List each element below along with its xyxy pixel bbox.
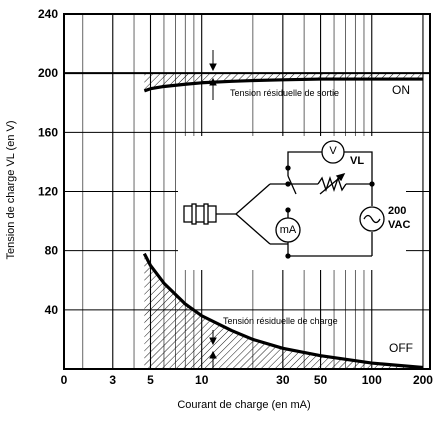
x-tick-label: 50 — [314, 373, 328, 387]
y-tick-label: 200 — [38, 66, 58, 80]
x-tick-label: 100 — [362, 373, 382, 387]
on-state-curve — [143, 77, 423, 93]
x-tick-label: 10 — [195, 373, 209, 387]
source-type-label: VAC — [388, 219, 410, 231]
load-residual-annotation: Tensión résiduelle de charge — [223, 316, 338, 326]
x-tick-label: 3 — [109, 373, 116, 387]
y-tick-label: 80 — [45, 244, 59, 258]
voltmeter-label: V — [329, 145, 337, 157]
off-state-curve — [142, 252, 424, 370]
x-tick-label: 200 — [413, 373, 433, 387]
load-residual-arrow — [209, 330, 217, 368]
source-voltage-label: 200 — [388, 205, 406, 217]
y-tick-label: 240 — [38, 7, 58, 21]
x-tick-label: 5 — [147, 373, 154, 387]
y-tick-label: 160 — [38, 125, 58, 139]
output-residual-annotation: Tension résiduelle de sortie — [230, 88, 339, 98]
origin-tick-label: 0 — [61, 373, 68, 387]
load-residual-region — [144, 253, 423, 369]
x-axis-label: Courant de charge (en mA) — [177, 399, 310, 411]
circuit-diagram — [178, 136, 406, 270]
y-tick-label: 40 — [45, 303, 59, 317]
y-tick-label: 120 — [38, 185, 58, 199]
output-residual-arrow — [209, 50, 217, 100]
y-axis-label: Tension de charge VL (en V) — [5, 120, 17, 259]
off-label: OFF — [389, 341, 413, 355]
on-label: ON — [392, 83, 410, 97]
x-tick-labels: 0 3 5 10 30 50 100 200 — [61, 373, 434, 387]
x-tick-label: 30 — [276, 373, 290, 387]
vl-label: VL — [350, 155, 364, 167]
ammeter-label: mA — [280, 224, 297, 236]
y-tick-labels: 40 80 120 160 200 240 — [38, 7, 58, 317]
series-lines — [142, 77, 424, 370]
